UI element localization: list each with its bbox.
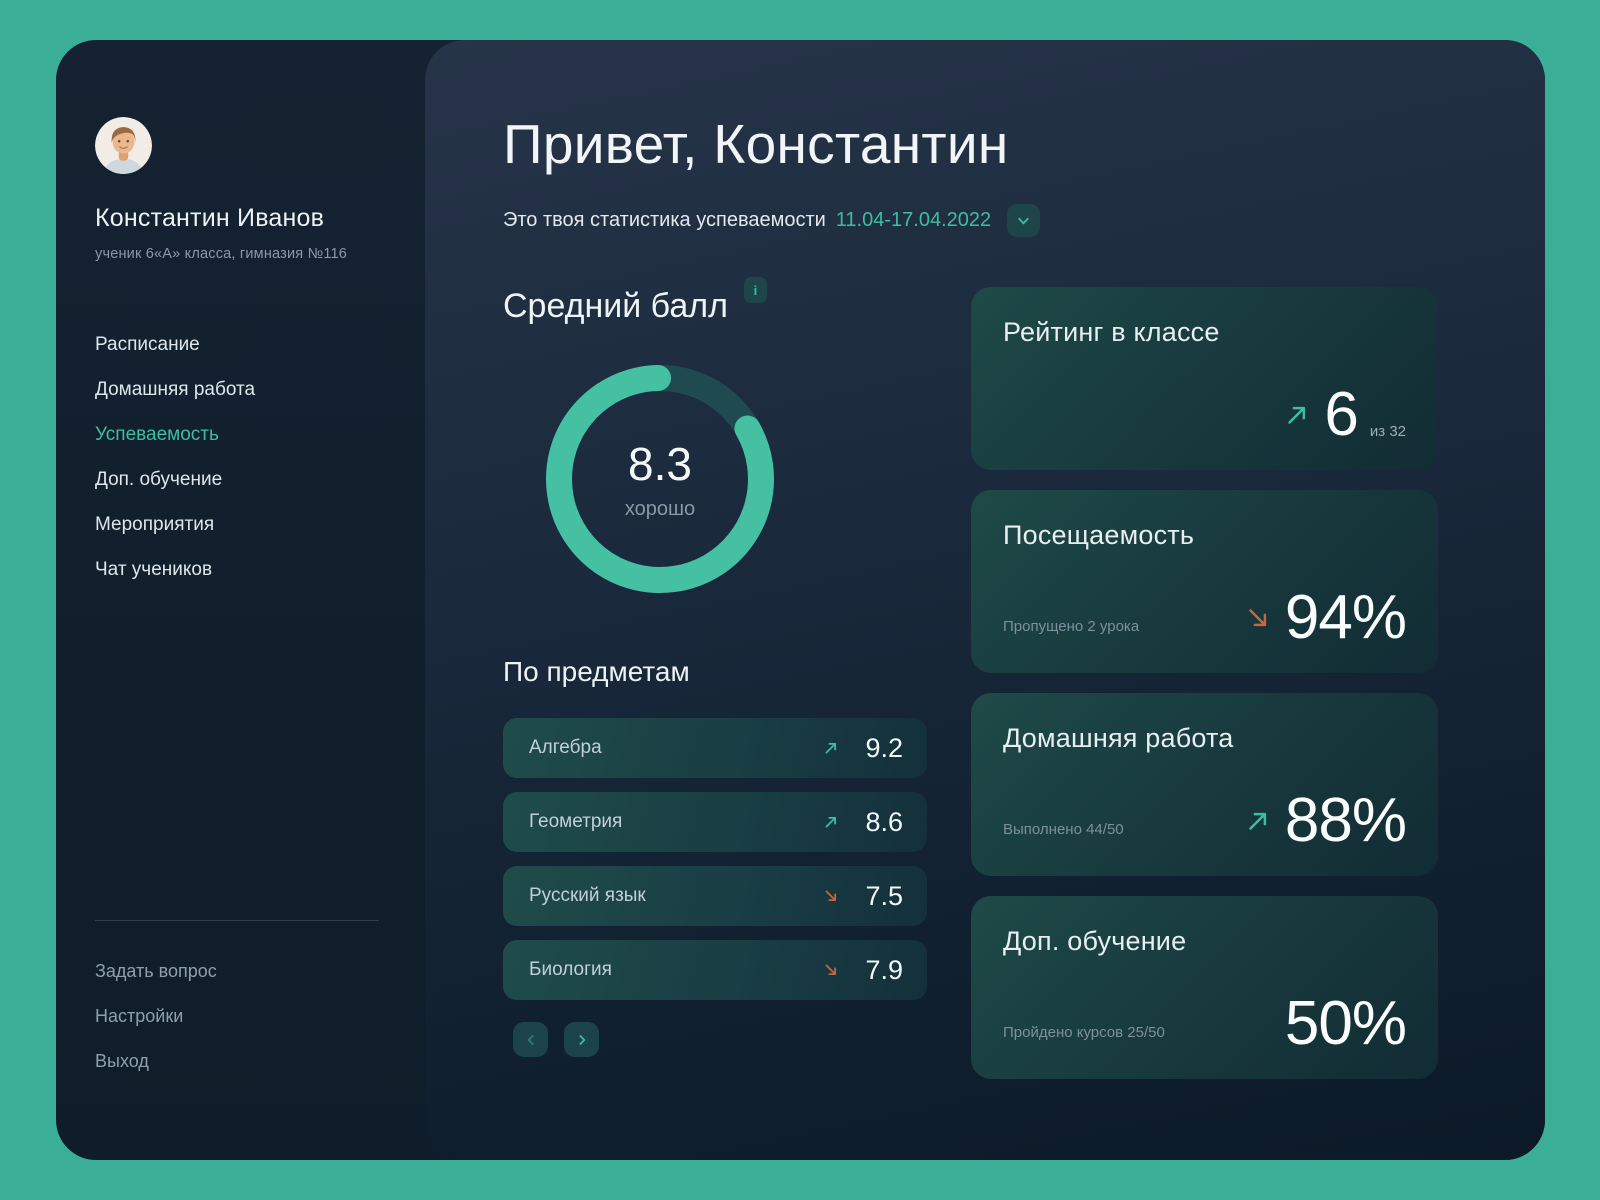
average-score-section: Средний балл i 8.3 хорошо По предметам [503,277,927,1099]
card-caption: Выполнено 44/50 [1003,821,1124,838]
prev-page-button[interactable] [513,1022,548,1057]
card-value-suffix: из 32 [1369,423,1406,440]
subject-value: 7.9 [865,954,903,985]
average-score-value: 8.3 [628,438,692,490]
trend-down-icon [821,886,841,906]
donut-chart [546,365,774,593]
chevron-down-icon [1018,217,1029,225]
dashboard-window: Константин Иванов ученик 6«А» класса, ги… [56,40,1545,1160]
sidebar-menu: Расписание Домашняя работа Успеваемость … [95,322,425,592]
average-score-title: Средний балл [503,287,728,325]
subject-row[interactable]: Русский язык 7.5 [503,866,927,926]
sidebar-item-grades[interactable]: Успеваемость [95,424,219,445]
next-page-button[interactable] [564,1022,599,1057]
trend-down-icon [1243,603,1273,633]
chevron-right-icon [578,1034,585,1045]
subject-name: Русский язык [529,885,646,906]
average-score-donut: 8.3 хорошо [545,364,775,594]
chevron-left-icon [527,1034,534,1045]
page-title: Привет, Константин [503,113,1009,175]
card-class-rating[interactable]: Рейтинг в классе 6 из 32 [971,287,1438,470]
subject-value: 7.5 [865,880,903,911]
card-caption: Пройдено курсов 25/50 [1003,1024,1165,1041]
trend-up-icon [1243,806,1273,836]
sidebar-footer: Задать вопрос Настройки Выход [95,920,379,1084]
card-value: 6 [1324,380,1358,449]
card-value: 94% [1284,583,1407,652]
subject-name: Алгебра [529,737,602,758]
logout-link[interactable]: Выход [95,1051,149,1071]
subjects-pager [513,1022,927,1057]
trend-up-icon [821,812,841,832]
card-extra-education[interactable]: Доп. обучение Пройдено курсов 25/50 50% [971,896,1438,1079]
stats-cards: Рейтинг в классе 6 из 32 [971,287,1438,1099]
card-attendance[interactable]: Посещаемость Пропущено 2 урока 94% [971,490,1438,673]
user-name: Константин Иванов [95,204,325,232]
sidebar-item-homework[interactable]: Домашняя работа [95,379,256,400]
trend-up-icon [1282,400,1312,430]
subject-row[interactable]: Геометрия 8.6 [503,792,927,852]
card-value: 88% [1284,786,1407,855]
stats-subtitle-row: Это твоя статистика успеваемости 11.04-1… [503,204,1545,237]
card-homework[interactable]: Домашняя работа Выполнено 44/50 88% [971,693,1438,876]
sidebar-item-chat[interactable]: Чат учеников [95,559,213,580]
ask-question-link[interactable]: Задать вопрос [95,961,217,981]
trend-up-icon [821,738,841,758]
subject-row[interactable]: Алгебра 9.2 [503,718,927,778]
average-score-caption: хорошо [624,498,696,520]
subjects-title: По предметам [503,656,690,687]
subject-name: Биология [529,959,612,980]
period-value[interactable]: 11.04-17.04.2022 [835,209,992,231]
sidebar-item-schedule[interactable]: Расписание [95,334,200,355]
sidebar-item-events[interactable]: Мероприятия [95,514,215,535]
card-value: 50% [1284,989,1407,1058]
trend-down-icon [821,960,841,980]
card-title: Рейтинг в классе [1003,317,1220,347]
stats-subtitle: Это твоя статистика успеваемости [503,209,826,231]
main-panel: Привет, Константин Это твоя статистика у… [425,40,1545,1160]
card-caption: Пропущено 2 урока [1003,618,1140,635]
boy-photo-illustration [95,117,152,174]
card-title: Посещаемость [1003,520,1195,550]
sidebar-divider [95,920,379,921]
subjects-list: Алгебра 9.2 Геометрия [503,718,927,1000]
card-title: Домашняя работа [1003,723,1234,753]
avatar [95,117,152,174]
sidebar-item-extra-education[interactable]: Доп. обучение [95,469,223,490]
info-icon[interactable]: i [743,277,767,303]
subject-value: 8.6 [865,806,903,837]
card-title: Доп. обучение [1003,926,1187,956]
subject-row[interactable]: Биология 7.9 [503,940,927,1000]
subject-value: 9.2 [865,732,903,763]
settings-link[interactable]: Настройки [95,1006,184,1026]
user-subtitle: ученик 6«А» класса, гимназия №116 [95,246,348,262]
period-dropdown-button[interactable] [1007,204,1041,237]
sidebar: Константин Иванов ученик 6«А» класса, ги… [56,40,425,1160]
subject-name: Геометрия [529,811,623,832]
